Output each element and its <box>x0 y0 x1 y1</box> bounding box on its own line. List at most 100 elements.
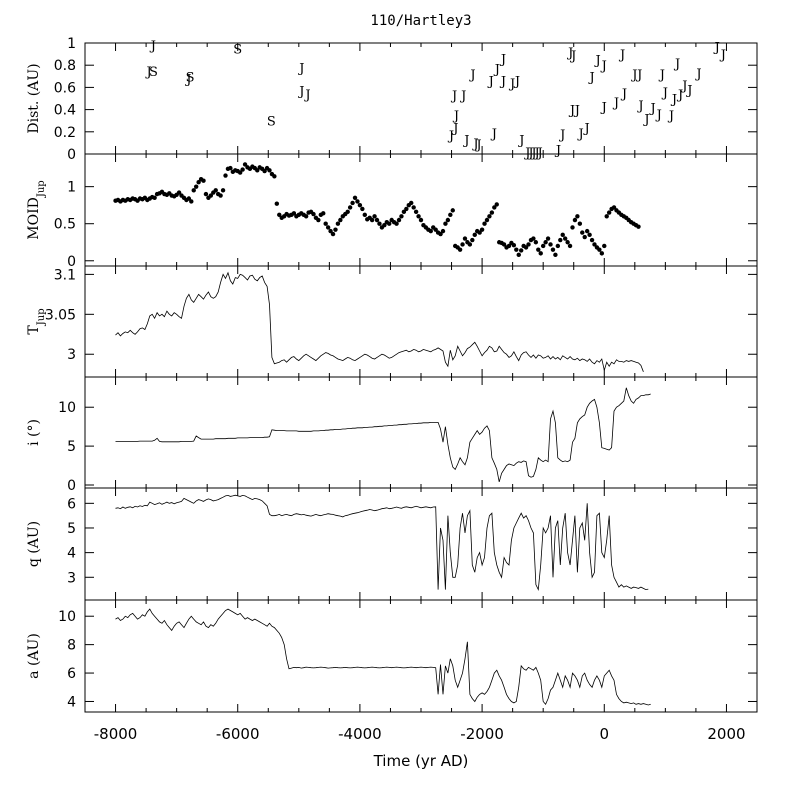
encounter-marker: J <box>568 104 575 119</box>
data-point <box>237 170 243 175</box>
y-tick-label: 10 <box>58 400 76 416</box>
data-point <box>191 188 196 193</box>
data-point <box>587 232 592 238</box>
data-point <box>577 221 583 226</box>
encounter-marker: J <box>620 87 627 102</box>
series-line <box>115 608 651 706</box>
data-point <box>584 228 590 234</box>
data-point <box>208 193 214 198</box>
y-axis-label: a (AU) <box>26 633 42 679</box>
encounter-marker: J <box>673 57 680 72</box>
data-point <box>599 251 605 256</box>
x-ticks-q <box>115 488 727 600</box>
data-point <box>448 212 453 218</box>
y-axis-label: Dist. (AU) <box>26 63 42 133</box>
y-axis-label-subscript: Jup <box>36 308 47 326</box>
data-point <box>387 221 392 226</box>
encounter-marker: J <box>487 75 494 90</box>
data-point <box>553 252 558 258</box>
x-tick-label: 2000 <box>707 725 745 743</box>
data-point <box>396 217 402 223</box>
data-point <box>548 242 553 247</box>
data-point <box>242 162 248 167</box>
encounter-marker: J <box>719 48 726 63</box>
data-point <box>536 247 541 252</box>
data-point <box>338 217 343 223</box>
series-line <box>115 387 651 483</box>
data-point <box>335 221 341 226</box>
data-point <box>562 236 568 241</box>
panel-incl: 0 5 10 i (°) <box>26 376 758 494</box>
panel-frame <box>84 487 758 601</box>
data-point <box>589 237 595 243</box>
y-tick-label: 1 <box>67 36 76 52</box>
data-point <box>345 209 350 215</box>
data-point <box>487 214 492 219</box>
data-point <box>440 228 446 234</box>
data-point <box>362 212 367 218</box>
encounter-marker: J <box>569 49 576 64</box>
y-tick-label: 0.5 <box>54 217 76 233</box>
data-point <box>565 240 570 245</box>
data-point <box>369 217 375 223</box>
y-tick-label: 5 <box>67 521 76 537</box>
y-tick-label: 0 <box>67 478 76 494</box>
data-point <box>404 206 409 212</box>
data-point <box>213 188 218 193</box>
data-point <box>443 221 448 226</box>
data-point <box>592 242 597 247</box>
encounter-marker: J <box>670 93 677 108</box>
y-tick-label: 1 <box>67 180 76 196</box>
data-point <box>572 217 578 223</box>
encounter-marker: J <box>513 75 520 90</box>
x-ticks-tjup <box>115 266 727 377</box>
encounter-marker: J <box>583 121 590 136</box>
y-tick-label: 3 <box>67 570 76 586</box>
encounter-marker: J <box>462 134 469 149</box>
encounter-marker: J <box>499 53 506 68</box>
encounter-marker: J <box>600 100 607 115</box>
data-point <box>347 205 353 210</box>
data-point <box>467 242 473 247</box>
panel-frame <box>84 265 758 378</box>
y-tick-label: 3 <box>67 347 76 363</box>
data-point <box>567 243 573 249</box>
data-point <box>193 184 199 189</box>
data-point <box>262 168 267 174</box>
encounter-marker: J <box>612 96 619 111</box>
data-point <box>394 221 399 226</box>
y-tick-label: 8 <box>67 638 76 654</box>
data-point <box>438 231 443 237</box>
data-point <box>203 191 209 197</box>
data-point <box>484 217 490 223</box>
encounter-marker: J <box>566 46 573 61</box>
panel-q: 3 4 5 6 q (AU) <box>26 487 758 601</box>
data-point <box>401 209 407 215</box>
data-point <box>470 237 475 243</box>
x-tick-label: 0 <box>599 725 609 743</box>
encounter-marker: J <box>471 137 478 152</box>
data-point <box>428 228 433 234</box>
data-point <box>523 245 529 250</box>
data-point <box>460 242 465 247</box>
data-point <box>540 243 546 249</box>
encounter-marker: J <box>635 68 642 83</box>
panel-frame <box>84 42 758 155</box>
y-axis-label: q (AU) <box>26 521 42 567</box>
data-point <box>374 217 380 223</box>
data-point <box>489 210 495 215</box>
data-point <box>516 252 521 258</box>
series-line <box>115 494 649 592</box>
data-point <box>152 195 157 200</box>
encounter-marker: J <box>649 101 656 116</box>
y-tick-label: 0.2 <box>54 125 76 141</box>
data-point <box>533 240 539 245</box>
data-point <box>531 236 536 241</box>
encounter-marker: J <box>636 99 643 114</box>
encounter-marker: J <box>558 128 565 143</box>
encounter-marker: J <box>661 86 668 101</box>
encounter-marker: J <box>149 39 156 54</box>
data-point <box>316 217 321 223</box>
data-point <box>518 248 524 253</box>
data-point <box>321 211 326 216</box>
